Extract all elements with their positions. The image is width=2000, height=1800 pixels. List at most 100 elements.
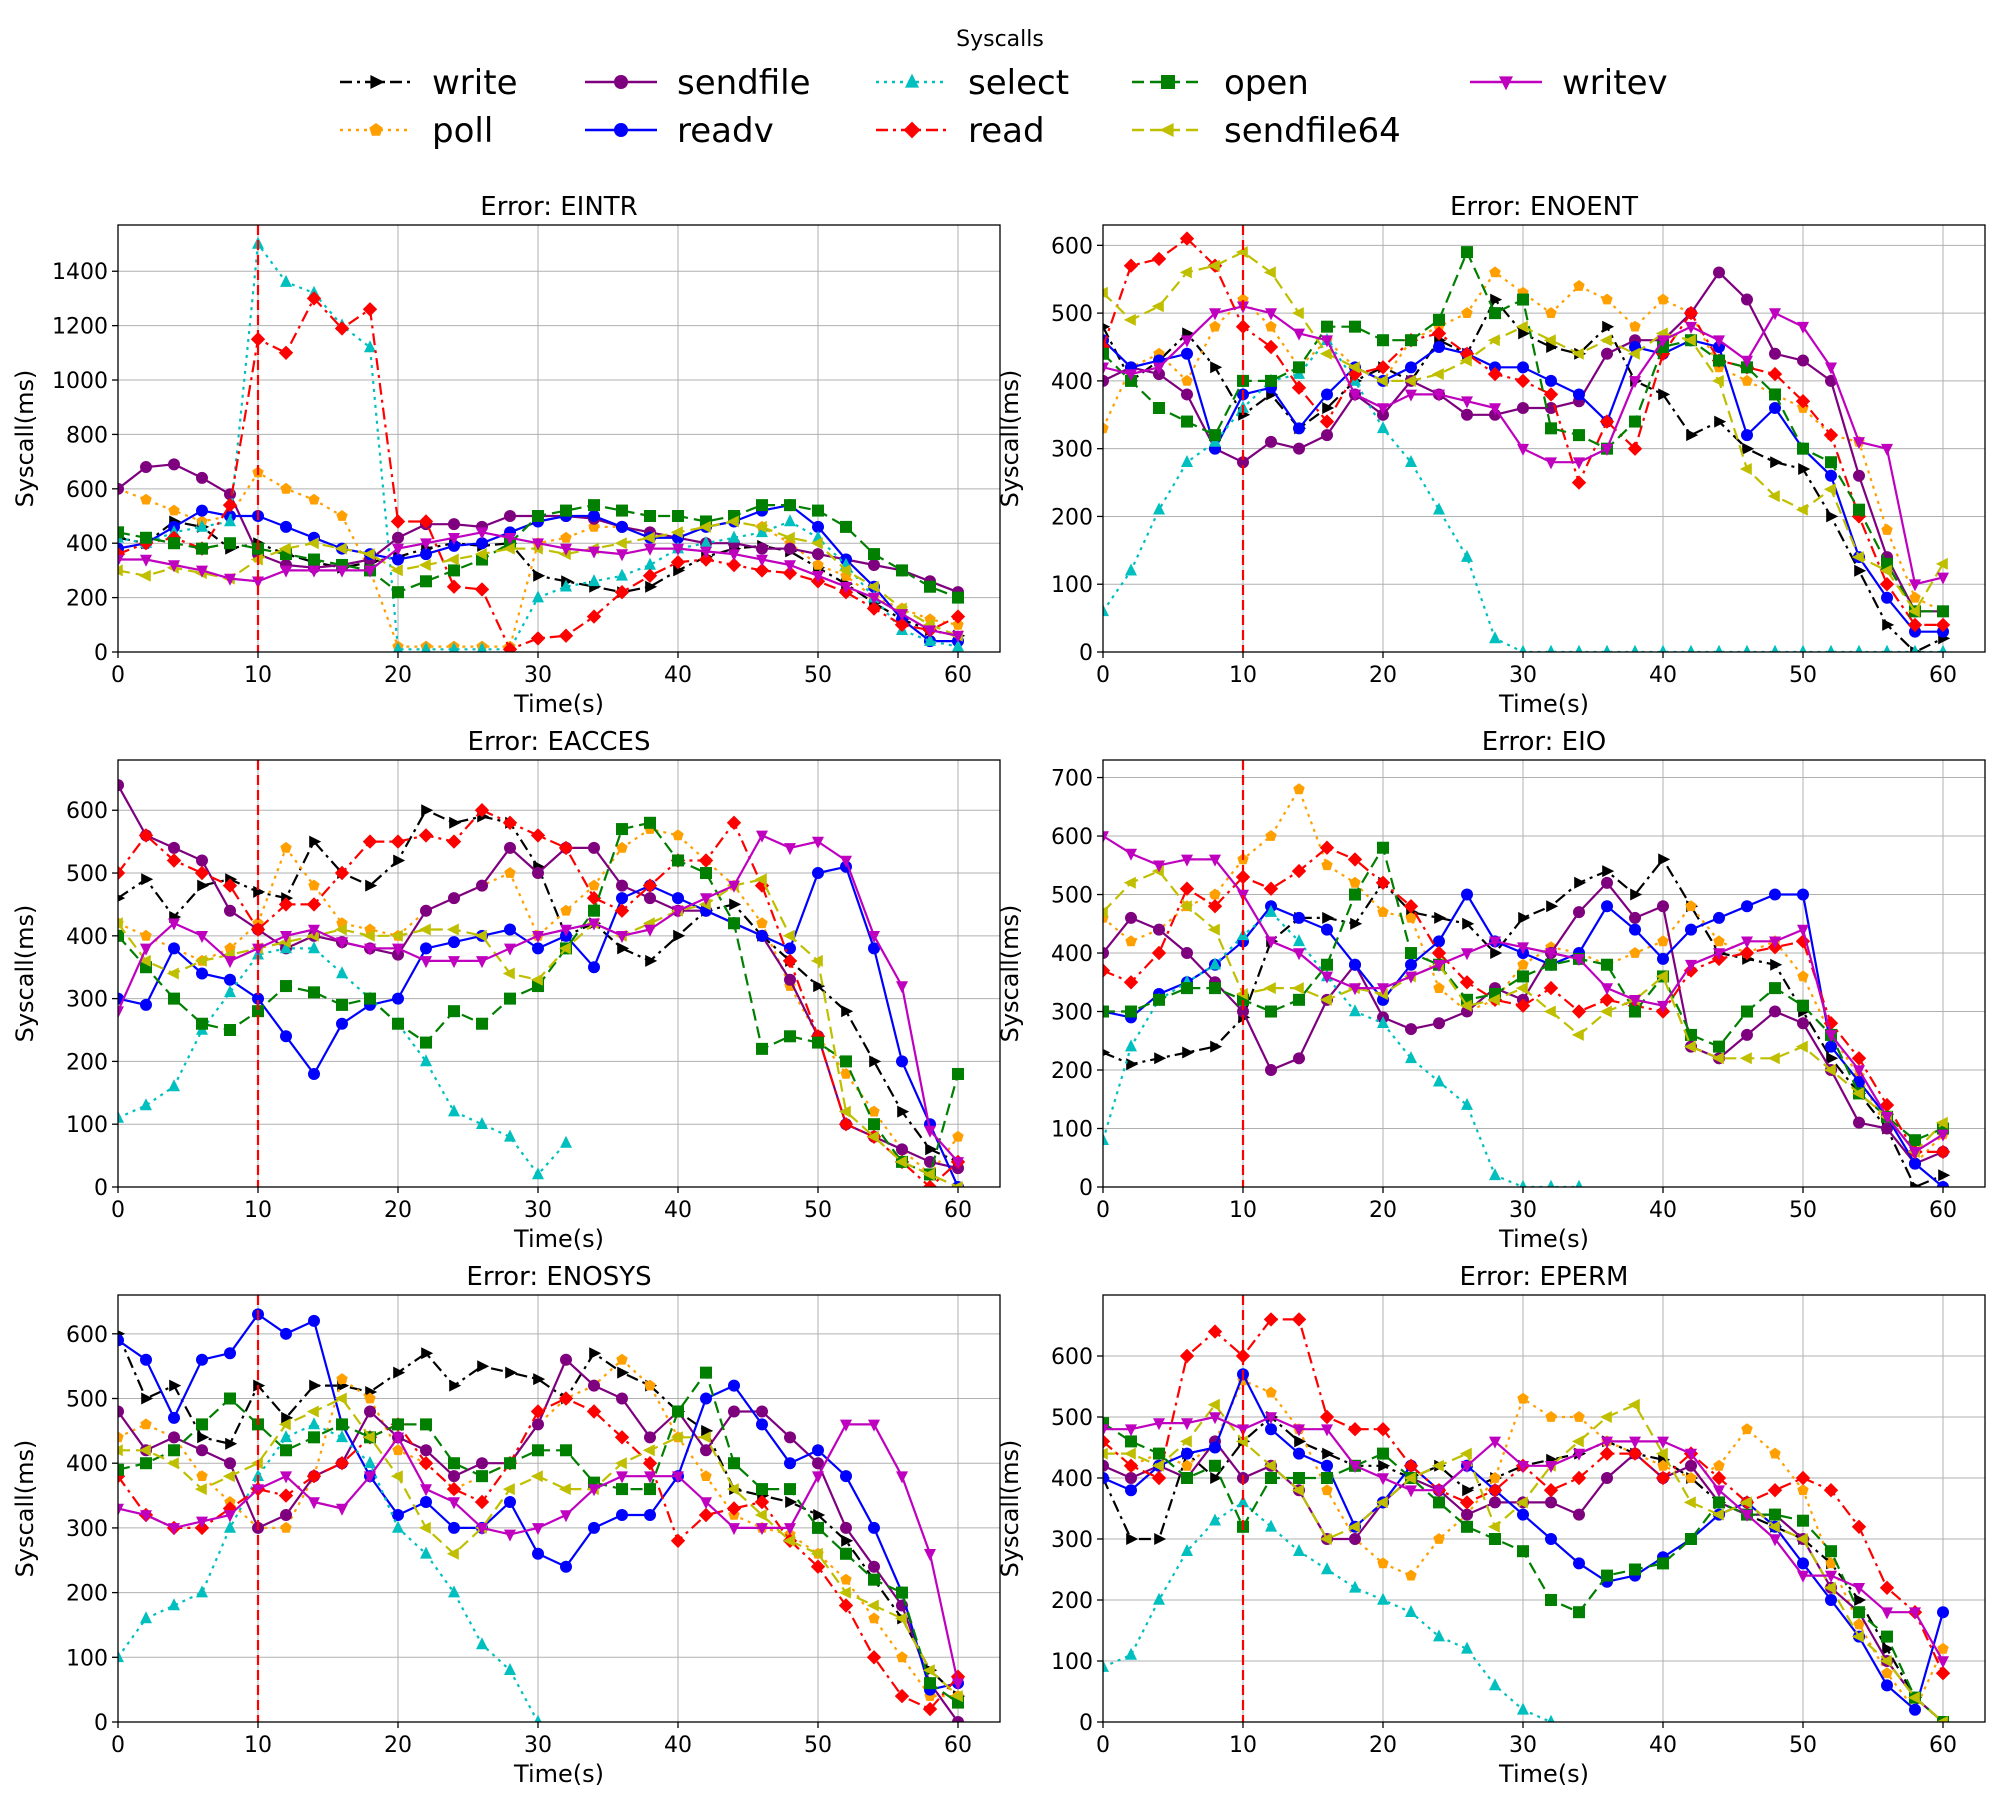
- data-point-sendfile64: [166, 1457, 179, 1470]
- data-point-select: [1321, 1562, 1333, 1575]
- data-point-readv: [476, 537, 488, 550]
- x-tick-label: 50: [1789, 1733, 1817, 1758]
- data-point-sendfile: [476, 1457, 488, 1470]
- data-point-select: [280, 1430, 292, 1443]
- y-tick-label: 200: [1051, 505, 1093, 530]
- data-point-writev: [504, 943, 516, 956]
- data-point-sendfile64: [558, 942, 571, 955]
- data-point-sendfile64: [118, 917, 123, 930]
- data-point-writev: [1797, 321, 1809, 334]
- data-point-sendfile: [840, 1521, 852, 1534]
- data-point-sendfile: [1797, 354, 1809, 367]
- x-tick-label: 20: [1369, 1733, 1397, 1758]
- legend: Syscalls write poll sendfile readv select rea…: [340, 27, 1668, 151]
- data-point-open: [196, 542, 208, 555]
- data-point-select: [1433, 1629, 1445, 1642]
- data-point-open: [448, 564, 460, 577]
- x-tick-label: 0: [1096, 1733, 1110, 1758]
- data-point-sendfile64: [698, 520, 711, 533]
- data-point-write: [141, 873, 154, 886]
- data-point-poll: [1545, 1411, 1557, 1422]
- data-point-sendfile64: [1767, 1520, 1780, 1533]
- data-point-readv: [1937, 1181, 1949, 1187]
- data-point-write: [729, 898, 742, 911]
- data-point-sendfile64: [334, 1392, 347, 1405]
- data-point-open: [1103, 1417, 1109, 1430]
- data-point-sendfile64: [782, 531, 795, 544]
- series-group: [118, 779, 966, 1187]
- data-point-open: [1181, 1472, 1193, 1484]
- data-point-poll: [868, 1612, 880, 1624]
- data-point-readv: [392, 553, 404, 566]
- data-point-readv: [1293, 911, 1305, 924]
- data-point-sendfile64: [1263, 266, 1276, 279]
- data-point-poll: [336, 510, 348, 521]
- data-point-sendfile64: [698, 1431, 711, 1444]
- data-point-read: [1123, 258, 1139, 273]
- data-point-read: [838, 1598, 854, 1613]
- data-point-sendfile64: [194, 954, 207, 967]
- data-point-sendfile64: [306, 1405, 319, 1418]
- data-point-select: [1855, 644, 1863, 652]
- data-point-writev: [532, 1523, 544, 1536]
- data-point-open: [168, 992, 180, 1005]
- data-point-sendfile64: [1207, 923, 1220, 936]
- plot-area: [118, 225, 1000, 652]
- data-point-open: [280, 1444, 292, 1457]
- data-point-open: [812, 1036, 824, 1049]
- x-tick-label: 20: [384, 1198, 412, 1223]
- data-point-open: [672, 854, 684, 867]
- data-point-select: [504, 1129, 516, 1142]
- data-point-writev: [756, 1523, 768, 1536]
- data-point-select: [1771, 644, 1779, 652]
- data-point-read: [1375, 875, 1391, 890]
- data-point-readv: [868, 942, 880, 955]
- data-point-poll: [1321, 859, 1333, 871]
- data-point-write: [673, 929, 686, 942]
- data-point-writev: [728, 549, 740, 562]
- data-point-read: [1627, 441, 1643, 456]
- data-point-write: [1434, 911, 1447, 924]
- data-point-write: [645, 954, 658, 967]
- x-tick-label: 50: [1789, 663, 1817, 688]
- data-point-poll: [1629, 947, 1641, 958]
- data-point-writev: [616, 1471, 628, 1484]
- data-point-writev: [532, 538, 544, 551]
- data-point-poll: [1685, 900, 1697, 912]
- data-point-read: [642, 568, 658, 583]
- y-tick-label: 800: [66, 423, 108, 448]
- legend-item-open: open: [1132, 63, 1309, 103]
- data-point-readv: [1769, 888, 1781, 901]
- data-point-writev: [1377, 983, 1389, 996]
- data-point-writev: [784, 560, 796, 573]
- data-point-sendfile: [812, 1457, 824, 1470]
- data-point-read: [1795, 394, 1811, 409]
- data-point-sendfile64: [726, 1483, 739, 1496]
- data-point-writev: [784, 843, 796, 856]
- data-point-read: [418, 1456, 434, 1471]
- data-point-sendfile64: [1207, 259, 1220, 272]
- chart-panel-1: 0 10 20 30 40 50 600200400600800100012001400Er…: [11, 192, 1001, 718]
- data-point-sendfile64: [894, 1612, 907, 1625]
- y-tick-label: 200: [66, 587, 108, 612]
- data-point-read: [1879, 1580, 1895, 1595]
- data-point-read: [754, 1494, 770, 1510]
- data-point-poll: [1405, 1569, 1417, 1581]
- data-point-select: [1547, 644, 1555, 652]
- data-point-poll: [364, 1392, 376, 1404]
- data-point-select: [1293, 1544, 1305, 1556]
- data-point-poll: [1293, 783, 1305, 795]
- data-point-sendfile: [224, 1457, 236, 1470]
- data-point-sendfile64: [1767, 490, 1780, 503]
- data-point-writev: [168, 1523, 180, 1536]
- data-point-read: [642, 1456, 658, 1471]
- data-point-writev: [532, 931, 544, 943]
- data-point-sendfile64: [1291, 1484, 1304, 1497]
- data-point-read: [278, 345, 294, 360]
- data-point-sendfile64: [502, 1483, 515, 1496]
- data-point-readv: [868, 1521, 880, 1534]
- y-tick-label: 600: [1051, 825, 1093, 850]
- data-point-sendfile64: [1571, 347, 1584, 360]
- data-point-readv: [1909, 1157, 1921, 1170]
